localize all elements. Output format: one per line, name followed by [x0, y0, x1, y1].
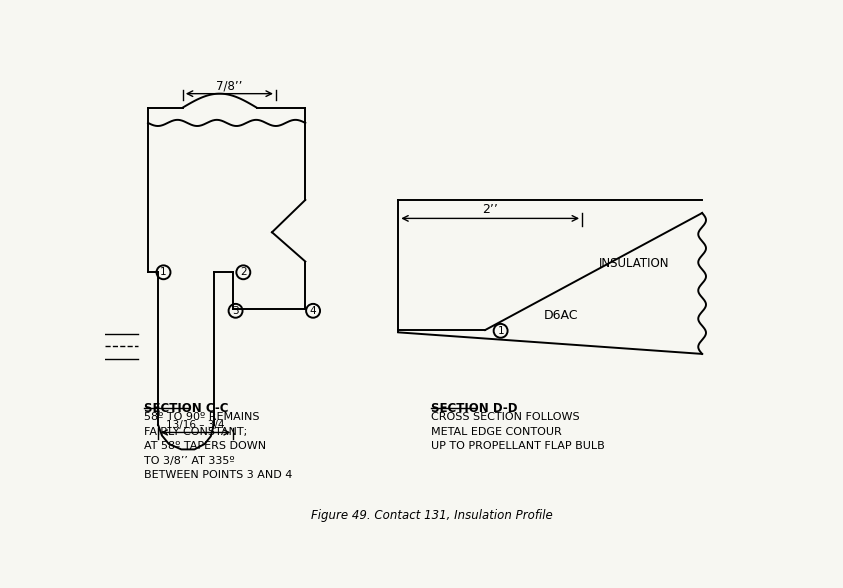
Text: INSULATION: INSULATION	[599, 256, 669, 269]
Text: 1: 1	[497, 326, 504, 336]
Text: 2: 2	[240, 268, 247, 278]
Text: 1: 1	[160, 268, 167, 278]
Text: 2’’: 2’’	[482, 203, 497, 216]
Text: D6AC: D6AC	[544, 309, 578, 322]
Text: SECTION D-D: SECTION D-D	[431, 402, 518, 415]
Text: SECTION C-C: SECTION C-C	[144, 402, 228, 415]
Text: 58º TO 90º REMAINS
FAIRLY CONSTANT;
AT 58º TAPERS DOWN
TO 3/8’’ AT 335º
BETWEEN : 58º TO 90º REMAINS FAIRLY CONSTANT; AT 5…	[144, 412, 293, 480]
Text: CROSS SECTION FOLLOWS
METAL EDGE CONTOUR
UP TO PROPELLANT FLAP BULB: CROSS SECTION FOLLOWS METAL EDGE CONTOUR…	[431, 412, 604, 451]
Text: 3: 3	[233, 306, 239, 316]
Text: 13/16 – 3/4: 13/16 – 3/4	[166, 420, 224, 430]
Text: Figure 49. Contact 131, Insulation Profile: Figure 49. Contact 131, Insulation Profi…	[311, 509, 552, 523]
Text: 4: 4	[309, 306, 316, 316]
Text: 7/8’’: 7/8’’	[216, 79, 243, 92]
